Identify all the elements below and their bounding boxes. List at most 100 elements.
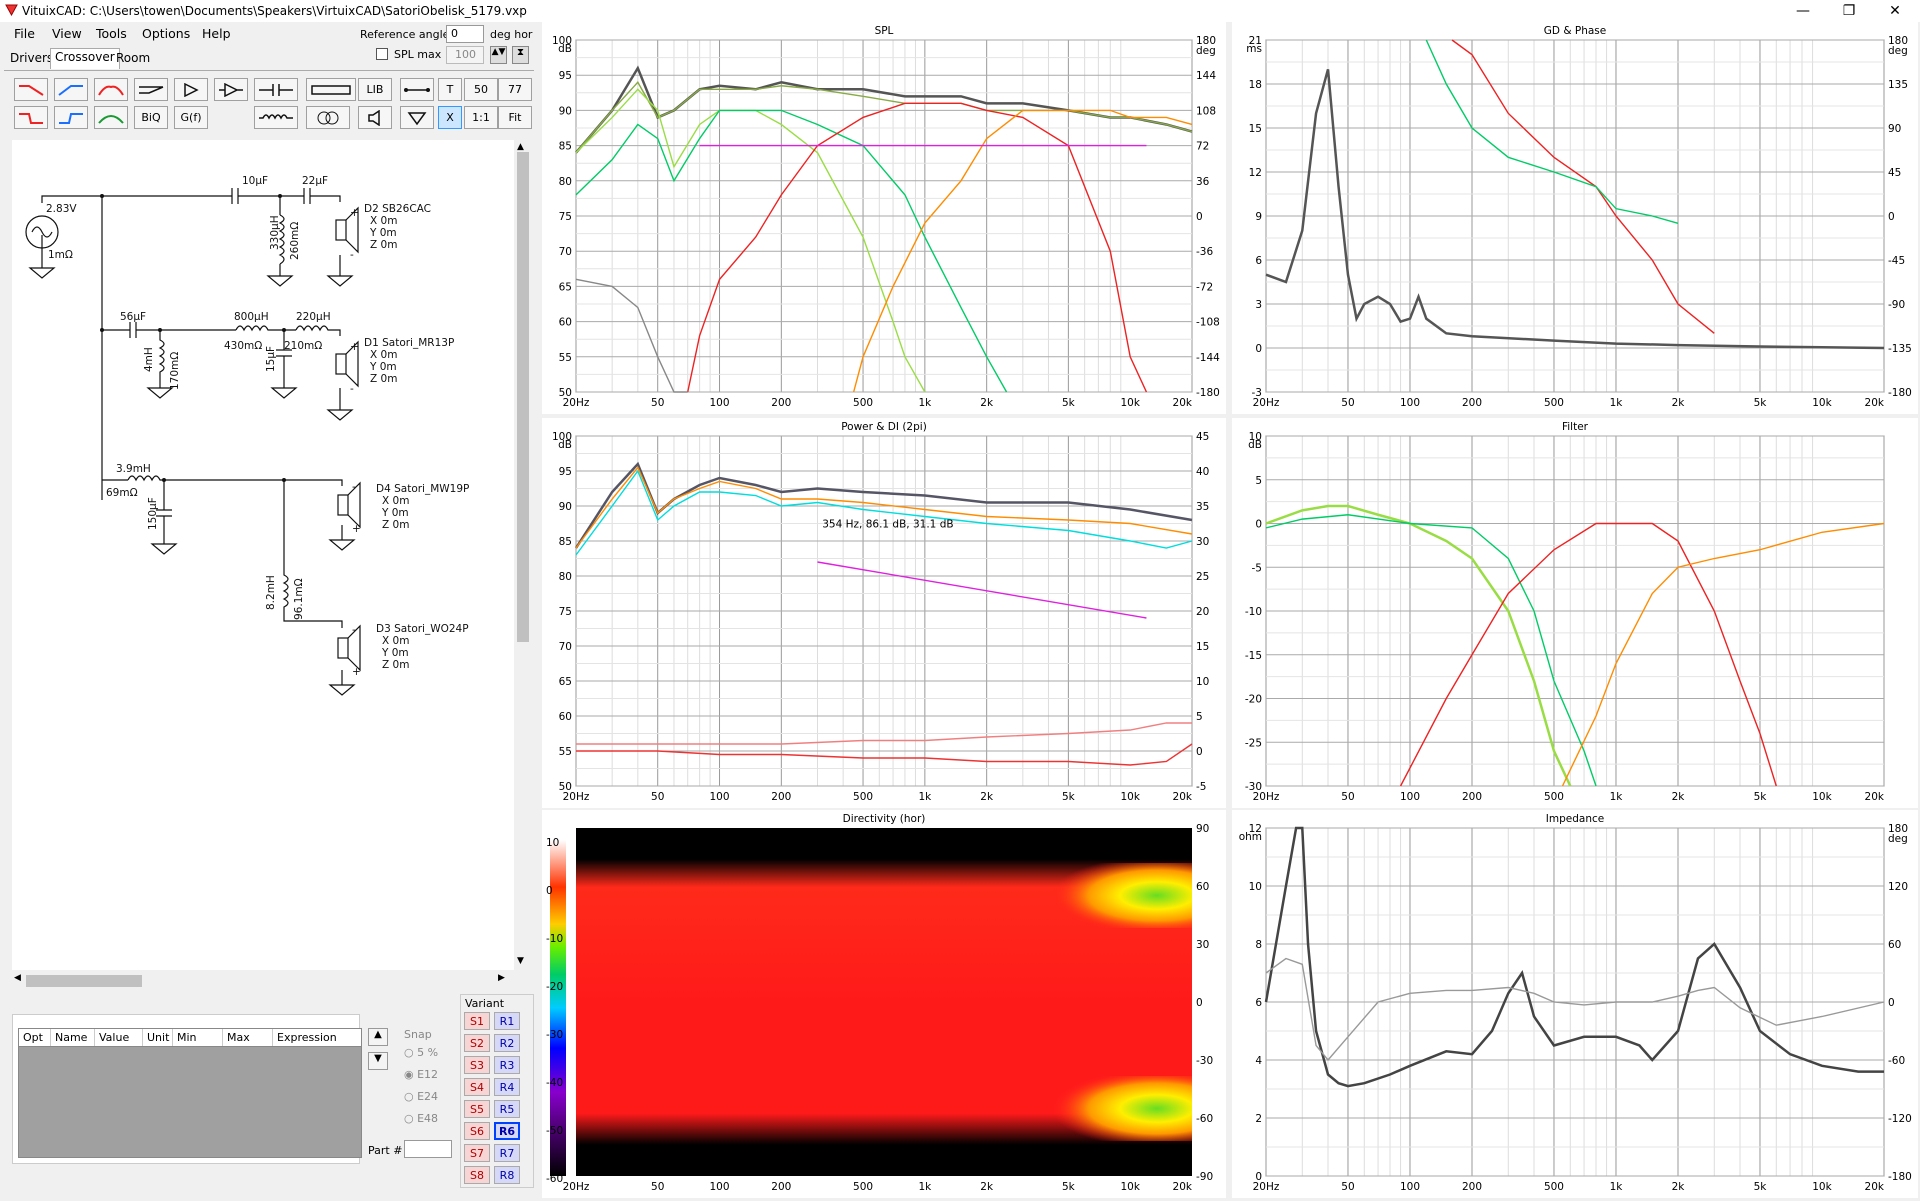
- highpass-blue-button[interactable]: [54, 78, 88, 101]
- part-number-input[interactable]: [404, 1140, 452, 1158]
- transformer-button[interactable]: [306, 106, 350, 129]
- capacitor-button[interactable]: [254, 78, 298, 101]
- variant-r2-button[interactable]: R2: [494, 1034, 520, 1052]
- power-di-chart[interactable]: Power & DI (2pi) 100 95 90 85 80 75 70 65 60 55 50 4…: [542, 418, 1226, 808]
- y-tick: 10: [1249, 881, 1262, 893]
- tab-room[interactable]: Room: [116, 51, 151, 65]
- menu-view[interactable]: View: [52, 26, 82, 41]
- filter-chart[interactable]: Filter 10 5 0 -5 -10 -15 -20 -25 -30 dB 20Hz 50 100 20…: [1232, 418, 1918, 808]
- impedance-chart-svg: Impedance 12 10 8 6 4 2 0 180 120 60 0 -60 -120 -180 oh…: [1239, 813, 1912, 1193]
- chart-title: Power & DI (2pi): [841, 421, 927, 433]
- y2-tick: 30: [1196, 536, 1209, 548]
- variant-r6-button[interactable]: R6: [494, 1122, 520, 1140]
- variant-r1-button[interactable]: R1: [494, 1012, 520, 1030]
- schematic-horizontal-scrollbar[interactable]: ◀ ▶: [12, 972, 514, 988]
- menu-tools[interactable]: Tools: [96, 26, 127, 41]
- variant-s7-button[interactable]: S7: [464, 1144, 490, 1162]
- x-tick: 100: [1400, 791, 1420, 803]
- x-tick: 20Hz: [1253, 397, 1280, 409]
- resistor-button[interactable]: [306, 78, 356, 101]
- minimize-button[interactable]: —: [1796, 3, 1810, 19]
- gd-phase-chart[interactable]: GD & Phase 21 18 15 12 9 6 3 0 -3 180 135 90 45 0 -45 -9…: [1232, 22, 1918, 414]
- text-button[interactable]: T: [438, 78, 462, 101]
- schematic-vertical-scrollbar[interactable]: ▲ ▼: [514, 140, 530, 970]
- tab-drivers[interactable]: Drivers: [10, 51, 54, 65]
- snap-option-e12[interactable]: ◉ E12: [404, 1068, 439, 1081]
- variant-s6-button[interactable]: S6: [464, 1122, 490, 1140]
- inductor-button[interactable]: [254, 106, 298, 129]
- y-tick: -3: [1252, 387, 1262, 399]
- variant-r3-button[interactable]: R3: [494, 1056, 520, 1074]
- optimizer-table[interactable]: Opt Name Value Unit Min Max Expression: [18, 1028, 362, 1158]
- buffer-button[interactable]: [214, 78, 248, 101]
- y2-tick: 36: [1196, 176, 1210, 188]
- variant-s2-button[interactable]: S2: [464, 1034, 490, 1052]
- lowpass-red-button[interactable]: [14, 78, 48, 101]
- library-button[interactable]: LIB: [358, 78, 392, 101]
- ground-button[interactable]: [400, 106, 434, 129]
- highpass-blue-2-button[interactable]: [54, 106, 88, 129]
- variant-r5-button[interactable]: R5: [494, 1100, 520, 1118]
- bandpass-green-button[interactable]: [94, 106, 128, 129]
- bandpass-red-button[interactable]: [94, 78, 128, 101]
- spl-max-input[interactable]: 100: [446, 46, 484, 64]
- y2-tick: 0: [1888, 211, 1895, 223]
- directivity-chart[interactable]: Directivity (hor) 10 0 -10 -20 -30 -40 -50 -60 90…: [542, 810, 1226, 1198]
- snap-option-e24[interactable]: ○ E24: [404, 1090, 439, 1103]
- series-line: [575, 469, 1193, 556]
- lowpass-red-2-button[interactable]: [14, 106, 48, 129]
- variant-s1-button[interactable]: S1: [464, 1012, 490, 1030]
- spl-max-checkbox[interactable]: [376, 48, 388, 60]
- speaker-button[interactable]: [358, 106, 392, 129]
- vertical-scroll-thumb[interactable]: [517, 152, 529, 642]
- variant-s5-button[interactable]: S5: [464, 1100, 490, 1118]
- variant-s4-button[interactable]: S4: [464, 1078, 490, 1096]
- biquad-button[interactable]: BiQ: [134, 106, 168, 129]
- wire-button[interactable]: [400, 78, 434, 101]
- scale-1-1-button[interactable]: 1:1: [464, 106, 498, 129]
- variant-s3-button[interactable]: S3: [464, 1056, 490, 1074]
- x-tick: 500: [1544, 397, 1564, 409]
- variant-r8-button[interactable]: R8: [494, 1166, 520, 1184]
- d4-z: Z 0m: [382, 519, 409, 531]
- variant-s8-button[interactable]: S8: [464, 1166, 490, 1184]
- y2-tick: 108: [1196, 105, 1216, 117]
- menu-options[interactable]: Options: [142, 26, 191, 41]
- hourglass-button[interactable]: ⧗: [512, 46, 529, 64]
- x-tick: 1k: [918, 1181, 932, 1193]
- y-tick: -25: [1245, 737, 1262, 749]
- value-50-button[interactable]: 50: [464, 78, 498, 101]
- variant-r7-button[interactable]: R7: [494, 1144, 520, 1162]
- horizontal-scroll-thumb[interactable]: [26, 975, 142, 987]
- value-77-button[interactable]: 77: [498, 78, 532, 101]
- x-toggle-button[interactable]: X: [438, 106, 462, 129]
- maximize-button[interactable]: ❐: [1842, 3, 1856, 19]
- x-tick: 20k: [1173, 791, 1193, 803]
- menu-file[interactable]: File: [14, 26, 35, 41]
- series-line: [1399, 522, 1777, 787]
- spin-updown-button[interactable]: ▲▼: [490, 46, 507, 64]
- move-down-button[interactable]: ▼: [368, 1052, 388, 1070]
- snap-option-e48[interactable]: ○ E48: [404, 1112, 439, 1125]
- spl-chart[interactable]: SPL 100 95 90 85 80 75 70 65 60 55 50 180 144 108 72 36 0…: [542, 22, 1226, 414]
- tab-crossover[interactable]: Crossover: [50, 48, 120, 69]
- variant-r4-button[interactable]: R4: [494, 1078, 520, 1096]
- part-label-3-9mh: 3.9mH: [116, 463, 151, 475]
- d2-name: D2 SB26CAC: [364, 203, 431, 215]
- transfer-function-button[interactable]: G(f): [174, 106, 208, 129]
- amplifier-button[interactable]: [174, 78, 208, 101]
- shelf-button[interactable]: [134, 78, 168, 101]
- menu-help[interactable]: Help: [202, 26, 231, 41]
- reference-angle-input[interactable]: 0: [446, 25, 484, 43]
- variant-label: Variant: [465, 997, 505, 1010]
- x-tick: 20k: [1865, 397, 1885, 409]
- snap-option-5[interactable]: ○ 5 %: [404, 1046, 439, 1059]
- y-tick: -15: [1245, 650, 1262, 662]
- fit-button[interactable]: Fit: [498, 106, 532, 129]
- impedance-chart[interactable]: Impedance 12 10 8 6 4 2 0 180 120 60 0 -60 -120 -180 oh…: [1232, 810, 1918, 1198]
- schematic-canvas[interactable]: 2.83V 1mΩ 10µF 22µF 330µH 260mΩ D2 SB26C…: [12, 140, 528, 970]
- x-tick: 5k: [1754, 1181, 1768, 1193]
- move-up-button[interactable]: ▲: [368, 1028, 388, 1046]
- close-button[interactable]: ✕: [1889, 3, 1901, 19]
- series-line: [575, 278, 688, 393]
